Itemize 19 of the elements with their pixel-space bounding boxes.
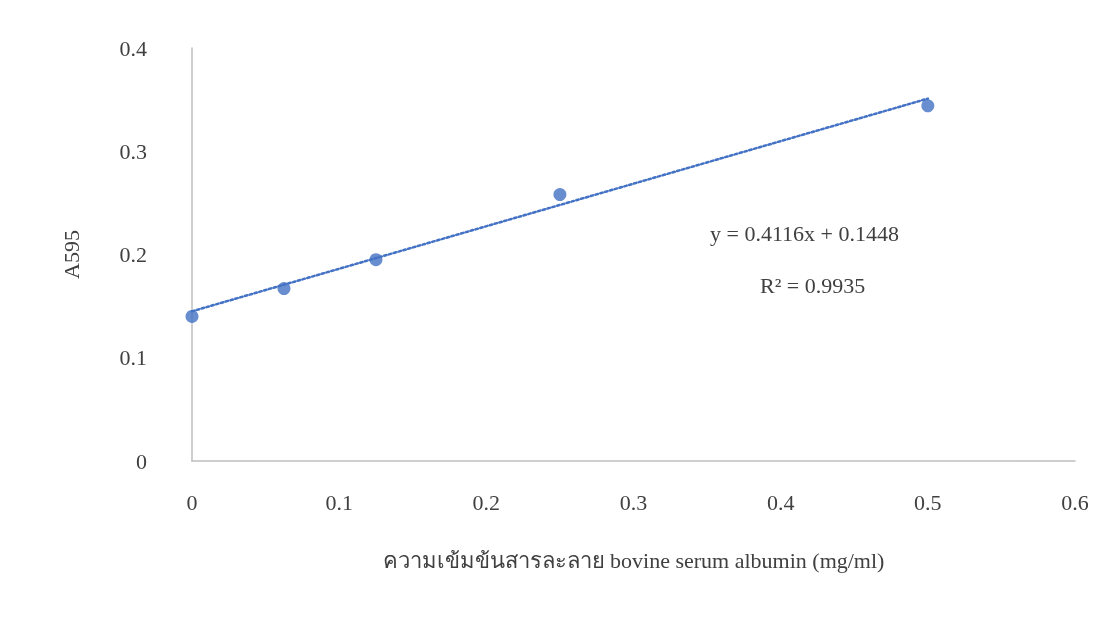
- x-tick-label: 0: [186, 489, 198, 515]
- annotation: y = 0.4116x + 0.1448: [710, 220, 899, 246]
- point: [921, 99, 935, 113]
- x-tick-label: 0.1: [325, 489, 353, 515]
- x-tick-label: 0.2: [472, 489, 501, 515]
- annotation: R² = 0.9935: [760, 272, 866, 298]
- y-axis-title: A595: [58, 230, 84, 279]
- y-tick-label: 0.3: [119, 138, 147, 164]
- x-tick-label: 0.4: [766, 489, 795, 515]
- x-tick-label: 0.6: [1061, 489, 1089, 515]
- x-tick-label: 0.3: [619, 489, 648, 515]
- point: [185, 309, 199, 323]
- y-tick-label: 0.4: [119, 35, 147, 61]
- x-tick-label: 0.5: [914, 489, 942, 515]
- point: [553, 188, 567, 202]
- y-tick-label: 0.1: [119, 345, 147, 371]
- y-tick-label: 0: [136, 448, 147, 474]
- y-tick-label: 0.2: [119, 242, 147, 267]
- x-axis-title: ความเข้มข้นสารละลาย bovine serum albumin (mg/ml): [382, 547, 885, 573]
